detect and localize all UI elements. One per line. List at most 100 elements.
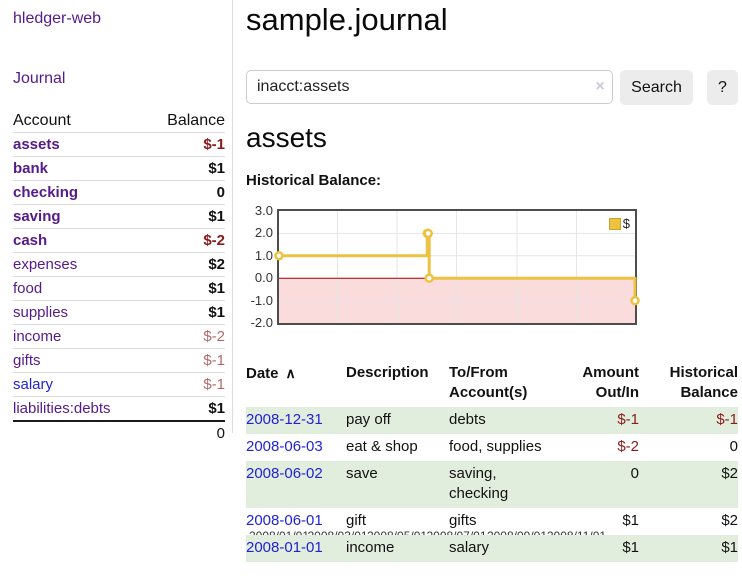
transaction-balance: 0 (729, 438, 738, 455)
account-heading: assets (246, 122, 327, 153)
account-row: checking 0 (13, 180, 225, 205)
register-row[interactable]: 2008-01-01 income salary $1 $1 (246, 535, 738, 562)
transaction-accounts: food, supplies (449, 438, 542, 455)
sort-asc-icon: ∧ (285, 365, 296, 381)
y-tick-label: -2.0 (250, 315, 273, 330)
transaction-amount: $1 (622, 512, 639, 529)
transaction-description: pay off (346, 411, 391, 428)
transaction-amount: $-2 (617, 438, 639, 455)
accounts-total-row: 0 (13, 421, 225, 445)
register-header-row: Date ∧ Description To/From Account(s) Amo… (246, 361, 738, 407)
account-link[interactable]: assets (13, 136, 60, 153)
register-row[interactable]: 2008-12-31 pay off debts $-1 $-1 (246, 407, 738, 434)
transaction-description: income (346, 539, 395, 556)
account-link[interactable]: supplies (13, 304, 69, 321)
register-table: Date ∧ Description To/From Account(s) Amo… (246, 361, 738, 562)
y-tick-label: 2.0 (254, 225, 273, 241)
register-row[interactable]: 2008-06-01 gift gifts $1 $2 (246, 508, 738, 535)
x-tick-label: 2008/07/01 (426, 529, 487, 543)
transaction-balance: $1 (721, 539, 738, 556)
register-header-description: Description (346, 364, 429, 381)
legend-label: $ (622, 216, 630, 231)
search-button[interactable]: Search (620, 70, 693, 105)
x-tick-label: 2008/05/01 (366, 529, 428, 543)
transaction-amount: 0 (630, 465, 639, 482)
page-title: sample.journal (246, 2, 448, 37)
account-link[interactable]: gifts (13, 352, 41, 369)
accounts-header-account: Account (13, 112, 71, 129)
historical-balance-chart: 3.0 2.0 1.0 0.0 -1.0 -2.0 $ 2008/01/01 2008/03… (246, 201, 738, 543)
account-balance: $-2 (203, 328, 225, 345)
transaction-accounts: gifts (449, 512, 477, 529)
accounts-header-row: Account Balance (13, 109, 225, 133)
register-row[interactable]: 2008-06-02 save saving, checking 0 $2 (246, 461, 738, 508)
transaction-balance: $2 (721, 512, 738, 529)
account-row: income $-2 (13, 324, 225, 349)
account-row: bank $1 (13, 156, 225, 181)
transaction-date-link[interactable]: 2008-12-31 (246, 411, 323, 428)
account-balance: $-1 (203, 352, 225, 369)
account-row: liabilities:debts $1 (13, 396, 225, 422)
account-link[interactable]: expenses (13, 256, 78, 273)
register-row[interactable]: 2008-06-03 eat & shop food, supplies $-2 0 (246, 434, 738, 461)
x-tick-label: 2008/01/01 (248, 529, 310, 543)
y-tick-label: 0.0 (254, 270, 273, 286)
account-row: gifts $-1 (13, 348, 225, 373)
account-balance: $-1 (203, 376, 225, 393)
account-link[interactable]: saving (13, 208, 61, 225)
transaction-balance: $-1 (716, 411, 738, 428)
chart-plot-area: $ (274, 209, 640, 325)
x-tick-label: 2008/03/01 (307, 529, 368, 543)
transaction-amount: $-1 (617, 411, 639, 428)
transaction-description: gift (346, 512, 367, 529)
app-brand-link[interactable]: hledger-web (13, 10, 102, 27)
account-link[interactable]: bank (13, 160, 49, 177)
account-balance: $1 (208, 304, 225, 321)
account-balance: $-1 (203, 136, 225, 153)
help-button[interactable]: ? (707, 70, 738, 105)
register-header-date[interactable]: Date ∧ (246, 365, 296, 382)
account-row: salary $-1 (13, 372, 225, 397)
account-balance: $-2 (203, 232, 225, 249)
account-link[interactable]: salary (13, 376, 54, 393)
account-row: cash $-2 (13, 228, 225, 253)
register-header-accounts: To/From Account(s) (449, 364, 528, 401)
transaction-accounts: salary (449, 539, 490, 556)
transaction-date-link[interactable]: 2008-06-03 (246, 438, 323, 455)
account-balance: $1 (208, 160, 225, 177)
account-link[interactable]: cash (13, 232, 48, 249)
account-link[interactable]: checking (13, 184, 79, 201)
transaction-amount: $1 (622, 539, 639, 556)
account-row: assets $-1 (13, 132, 225, 157)
transaction-date-link[interactable]: 2008-06-01 (246, 512, 323, 529)
transaction-date-link[interactable]: 2008-01-01 (246, 539, 323, 556)
account-balance: 0 (216, 184, 225, 201)
register-header-balance: Historical Balance (669, 364, 738, 401)
sidebar-item-journal[interactable]: Journal (13, 70, 66, 87)
transaction-date-link[interactable]: 2008-06-02 (246, 465, 323, 482)
accounts-total: 0 (216, 425, 225, 442)
account-row: supplies $1 (13, 300, 225, 325)
account-balance: $1 (208, 400, 225, 417)
y-tick-label: 1.0 (254, 247, 273, 263)
account-link[interactable]: food (13, 280, 43, 297)
chart-legend: $ (608, 216, 630, 231)
legend-swatch-icon (608, 217, 621, 230)
accounts-header-balance: Balance (167, 112, 225, 129)
sidebar: hledger-web Journal Account Balance asse… (0, 0, 233, 442)
chart-canvas (274, 211, 640, 323)
account-row: saving $1 (13, 204, 225, 229)
account-balance: $1 (208, 208, 225, 225)
y-tick-label: 3.0 (254, 203, 273, 218)
accounts-table: Account Balance assets $-1 bank $1 checking 0… (13, 109, 225, 445)
search-input[interactable] (246, 70, 613, 104)
transaction-description: save (346, 465, 378, 482)
y-tick-label: -1.0 (250, 292, 273, 308)
account-balance: $2 (208, 256, 225, 273)
clear-search-icon[interactable]: × (595, 78, 605, 95)
transaction-description: eat & shop (346, 438, 418, 455)
register-header-amount: Amount Out/In (582, 364, 639, 401)
account-row: expenses $2 (13, 252, 225, 277)
account-link[interactable]: liabilities:debts (13, 400, 111, 417)
account-link[interactable]: income (13, 328, 62, 345)
